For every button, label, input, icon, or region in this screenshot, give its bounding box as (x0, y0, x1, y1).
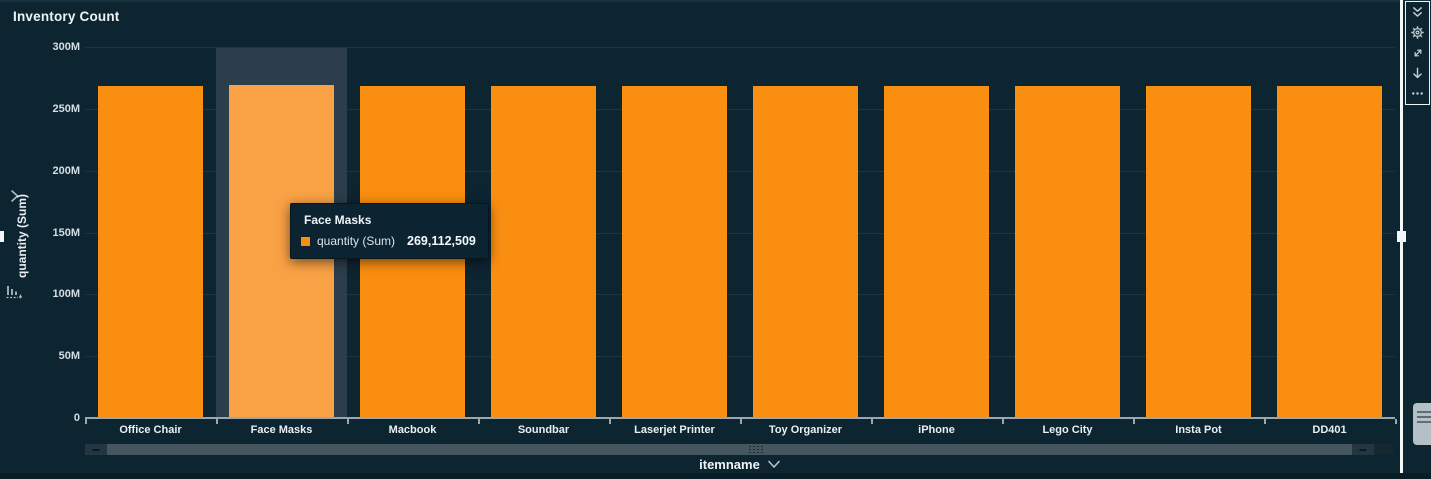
maximize-icon[interactable] (1408, 44, 1428, 62)
bar-laserjet-printer[interactable] (622, 85, 727, 418)
x-axis-line (85, 417, 1395, 419)
x-axis-field-dropdown[interactable]: itemname (85, 455, 1395, 473)
x-tick-label: Lego City (1042, 424, 1093, 436)
gridline (85, 356, 1395, 358)
bar-dd401[interactable] (1277, 85, 1382, 418)
chart-tooltip: Face Masks quantity (Sum) 269,112,509 (290, 203, 489, 259)
x-tick-label: Soundbar (517, 424, 570, 436)
y-axis-title: quantity (Sum) (15, 194, 29, 278)
bar-toy-organizer[interactable] (753, 85, 858, 418)
download-icon[interactable] (1408, 64, 1428, 82)
x-tick-label: iPhone (918, 424, 955, 436)
horizontal-scrollbar[interactable] (85, 444, 1393, 455)
y-tick-label: 0 (73, 412, 80, 424)
x-tick-label: Face Masks (250, 424, 313, 436)
x-axis-field-label: itemname (699, 456, 760, 472)
x-axis-tick (85, 419, 87, 424)
gridline (85, 108, 1395, 110)
bar-lego-city[interactable] (1015, 85, 1120, 418)
series-swatch-icon (301, 236, 310, 246)
bar-office-chair[interactable] (98, 85, 203, 418)
x-tick-label: Office Chair (119, 424, 182, 436)
x-axis-tick (478, 419, 480, 424)
drag-handle[interactable] (1413, 403, 1431, 445)
double-chevron-down-icon[interactable] (1408, 3, 1428, 21)
visual-title: Inventory Count (13, 9, 120, 24)
y-tick-label: 150M (52, 226, 80, 239)
gridline (85, 170, 1395, 172)
x-tick-label: Laserjet Printer (634, 424, 715, 436)
scrollbar-grip-icon (749, 446, 765, 454)
x-axis-tick (609, 419, 611, 424)
x-axis-tick (871, 419, 873, 424)
sort-bars-icon[interactable] (5, 282, 25, 299)
bar-soundbar[interactable] (491, 85, 596, 418)
x-axis-tick (740, 419, 742, 424)
x-tick-label: Insta Pot (1175, 424, 1222, 436)
y-tick-label: 50M (58, 350, 80, 363)
y-tick-label: 100M (52, 288, 80, 301)
bar-iphone[interactable] (884, 85, 989, 418)
y-tick-label: 250M (52, 102, 80, 115)
widget-bottom-edge (0, 473, 1431, 479)
gridline (85, 47, 1395, 48)
scrollbar-handle-left[interactable] (85, 444, 107, 455)
x-tick-label: Macbook (388, 424, 437, 436)
ellipsis-icon[interactable] (1408, 85, 1428, 103)
x-axis-tick (347, 419, 349, 424)
widget-top-edge (0, 0, 1431, 2)
x-axis-tick (1264, 419, 1266, 424)
resize-handle-right[interactable] (1397, 231, 1406, 242)
chevron-down-icon (768, 460, 780, 468)
scrollbar-thumb[interactable] (105, 444, 1352, 455)
x-axis-tick (216, 419, 218, 424)
scrollbar-handle-right[interactable] (1352, 444, 1374, 455)
tooltip-value: 269,112,509 (407, 234, 476, 248)
y-tick-label: 300M (52, 41, 80, 53)
x-tick-label: Toy Organizer (768, 424, 843, 436)
tooltip-category: Face Masks (304, 213, 372, 227)
x-axis-tick (1002, 419, 1004, 424)
y-tick-label: 200M (52, 164, 80, 177)
x-axis-tick (1133, 419, 1135, 424)
x-axis-tick (1395, 419, 1397, 424)
x-tick-label: DD401 (1312, 424, 1347, 436)
gear-icon[interactable] (1408, 24, 1428, 42)
gridline (85, 232, 1395, 234)
chevron-right-icon[interactable] (7, 188, 22, 204)
resize-handle-left[interactable] (0, 231, 4, 242)
bar-insta-pot[interactable] (1146, 85, 1251, 418)
tooltip-series-label: quantity (Sum) (317, 234, 396, 248)
gridline (85, 294, 1395, 296)
visual-toolbar (1405, 1, 1430, 105)
